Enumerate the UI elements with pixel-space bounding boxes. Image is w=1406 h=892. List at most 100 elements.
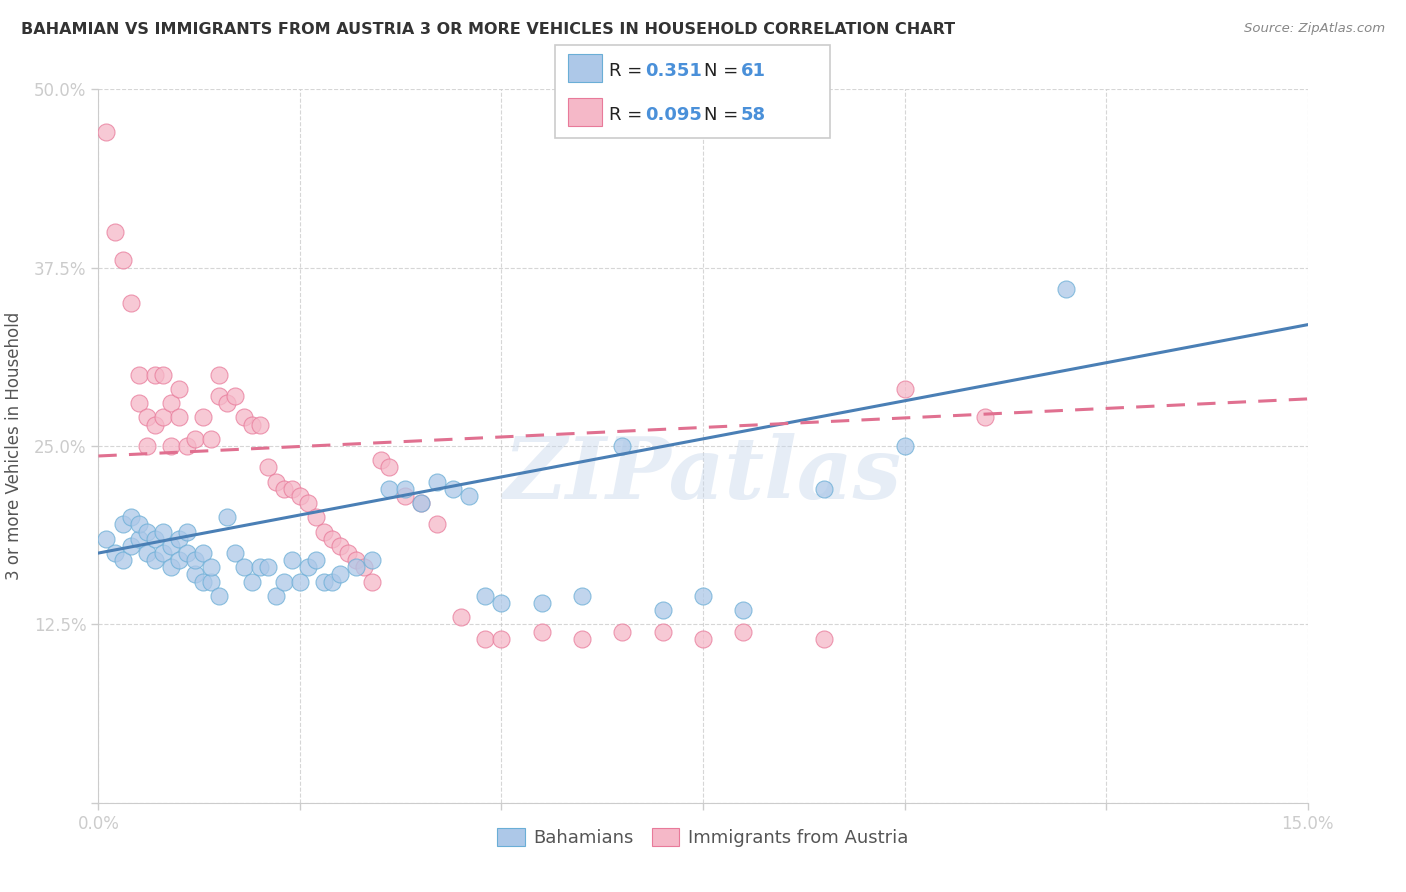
Point [160,560,183,574]
Point [143,553,166,567]
Point [200,574,222,589]
Point [103,225,125,239]
Point [651,603,673,617]
Point [128,517,150,532]
Point [240,574,263,589]
Point [249,417,271,432]
Point [232,560,254,574]
Text: R =: R = [609,106,648,124]
Text: 58: 58 [741,106,766,124]
Point [394,482,416,496]
Y-axis label: 3 or more Vehicles in Household: 3 or more Vehicles in Household [4,312,22,580]
Point [329,567,352,582]
Point [264,475,287,489]
Point [273,574,295,589]
Point [530,596,553,610]
Point [111,553,134,567]
Point [143,532,166,546]
Point [651,624,673,639]
Point [344,553,367,567]
Text: Source: ZipAtlas.com: Source: ZipAtlas.com [1244,22,1385,36]
Point [135,546,157,560]
Point [208,368,231,382]
Point [361,553,384,567]
Point [571,589,593,603]
Point [321,532,343,546]
Point [893,382,915,396]
Point [426,475,449,489]
Point [120,539,142,553]
Point [152,410,174,425]
Point [249,560,271,574]
Point [167,553,190,567]
Point [353,560,375,574]
Point [167,410,190,425]
Point [474,589,496,603]
Point [217,396,239,410]
Point [974,410,997,425]
Point [208,389,231,403]
Point [128,532,150,546]
Point [314,574,336,589]
Point [232,410,254,425]
Point [240,417,263,432]
Point [337,546,360,560]
Point [96,125,118,139]
Point [103,546,125,560]
Point [224,546,246,560]
Point [377,460,399,475]
Point [143,417,166,432]
Text: N =: N = [704,62,744,79]
Point [321,574,343,589]
Point [184,567,207,582]
Point [128,396,150,410]
Point [160,439,183,453]
Text: 0.351: 0.351 [645,62,702,79]
Point [160,539,183,553]
Point [612,439,634,453]
Point [377,482,399,496]
Point [813,632,835,646]
Point [474,632,496,646]
Point [184,432,207,446]
Point [409,496,432,510]
Point [733,624,755,639]
Point [344,560,367,574]
Point [152,524,174,539]
Text: N =: N = [704,106,744,124]
Point [394,489,416,503]
Text: 0.095: 0.095 [645,106,702,124]
Point [305,553,328,567]
Point [193,546,215,560]
Point [120,296,142,310]
Point [288,489,311,503]
Point [458,489,481,503]
Point [152,546,174,560]
Point [96,532,118,546]
Point [176,546,198,560]
Point [256,560,278,574]
Point [193,574,215,589]
Point [264,589,287,603]
Point [426,517,449,532]
Point [111,253,134,268]
Point [273,482,295,496]
Point [176,524,198,539]
Point [111,517,134,532]
Point [193,410,215,425]
Point [152,368,174,382]
Point [530,624,553,639]
Point [217,510,239,524]
Point [361,574,384,589]
Point [256,460,278,475]
Point [208,589,231,603]
Point [491,632,513,646]
Point [200,560,222,574]
Point [692,589,714,603]
Point [370,453,392,467]
Point [135,410,157,425]
Point [409,496,432,510]
Point [1054,282,1077,296]
Point [893,439,915,453]
Point [120,510,142,524]
